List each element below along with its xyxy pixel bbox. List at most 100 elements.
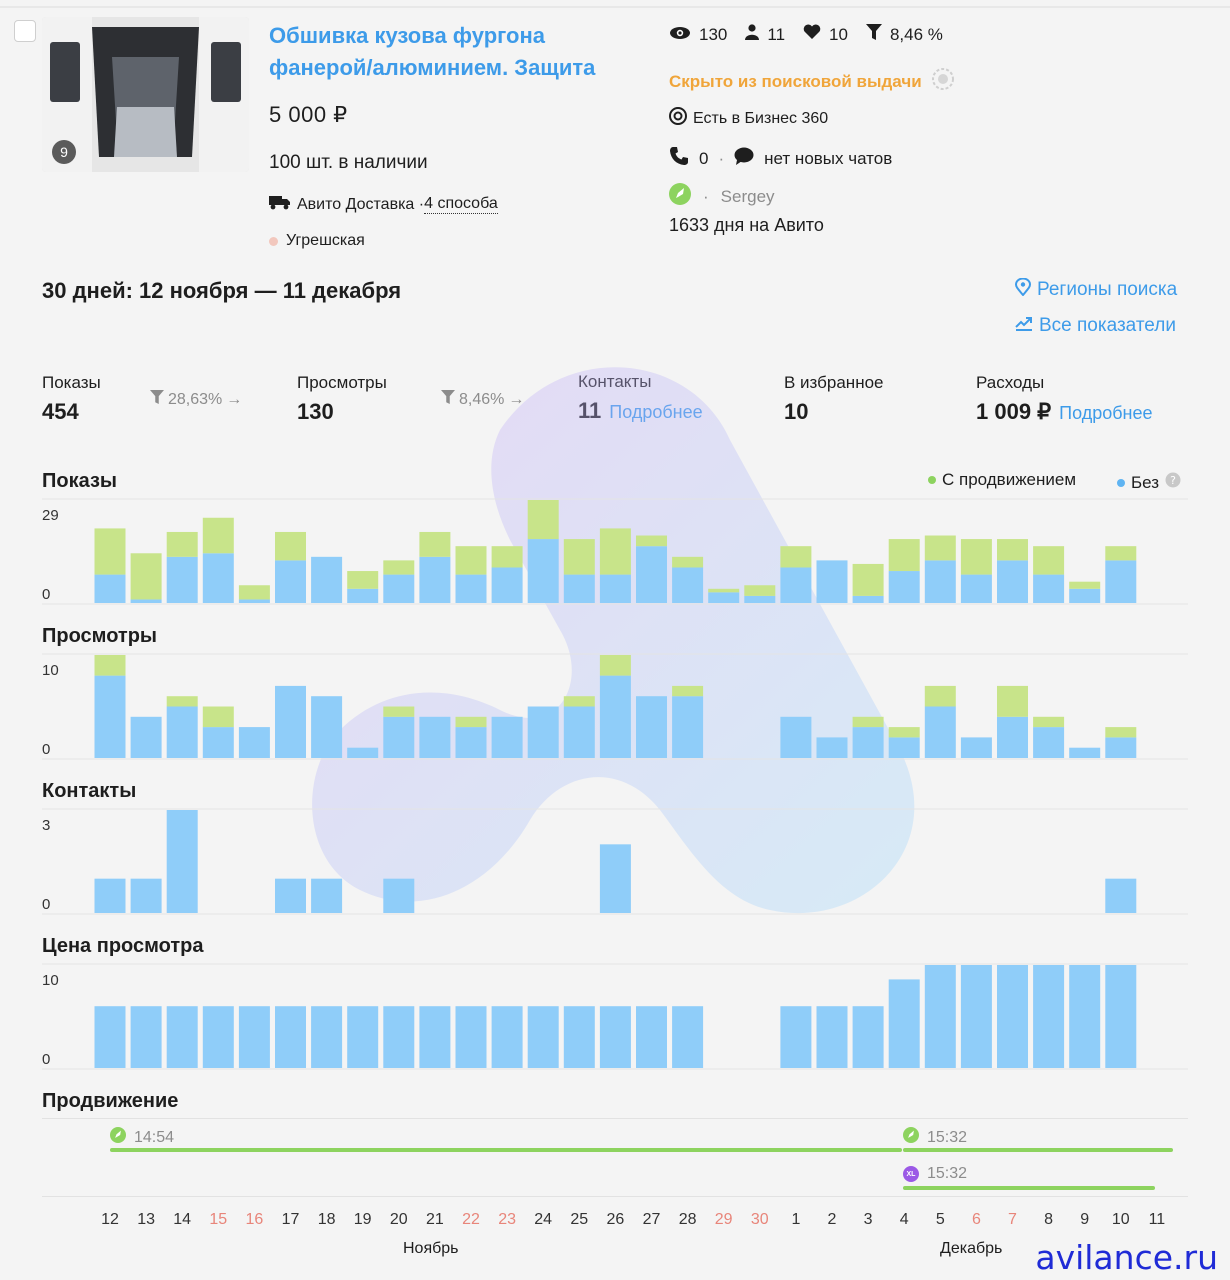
x-axis: 12 13 14 15 16 17 18 19 20 21 22 23 24 25 26 27 28 29 30 1 2… xyxy=(0,1211,1230,1231)
x-tick-label: 2 xyxy=(827,1211,837,1228)
bar-promoted xyxy=(888,539,920,572)
phone-icon xyxy=(669,146,689,171)
metro-station: Угрешская xyxy=(269,232,365,250)
chart-title-impressions: Показы xyxy=(42,470,117,492)
promotion-track-1-label: 14:54 xyxy=(110,1127,174,1148)
bar-base xyxy=(419,1006,451,1068)
promotion-track-2[interactable] xyxy=(903,1148,1173,1152)
bar-base xyxy=(202,553,234,603)
bar-promoted xyxy=(94,528,126,575)
bar-base xyxy=(311,878,343,913)
bar-promoted xyxy=(960,539,992,575)
delivery-methods-link[interactable]: 4 способа xyxy=(424,195,498,214)
xl-badge-icon: XL xyxy=(903,1166,919,1182)
chart-title-views: Просмотры xyxy=(42,625,158,647)
bar-promoted xyxy=(599,528,631,575)
separator-dot: · xyxy=(718,148,725,168)
bar-base xyxy=(202,727,234,758)
bar-base xyxy=(238,1006,270,1068)
bar-base xyxy=(166,706,198,758)
bar-promoted xyxy=(1105,727,1137,738)
bar-base xyxy=(816,560,848,603)
x-tick-label: 29 xyxy=(714,1211,733,1228)
svg-text:?: ? xyxy=(1170,474,1176,487)
bar-base xyxy=(997,716,1028,758)
delivery-label: Авито Доставка · xyxy=(297,195,425,213)
bar-base xyxy=(491,567,523,603)
bar-promoted xyxy=(1033,716,1065,728)
seller-info: · Sergey xyxy=(669,183,775,210)
y-tick-max: 10 xyxy=(42,662,59,679)
bar-base xyxy=(347,1006,379,1068)
business-360: Есть в Бизнес 360 xyxy=(669,107,828,130)
promotion-track-1[interactable] xyxy=(110,1148,902,1152)
bar-base xyxy=(888,571,920,603)
bar-base xyxy=(672,567,704,603)
separator-dot: · xyxy=(703,186,709,206)
bar-base xyxy=(275,685,306,758)
promotion-track-3-label: XL 15:32 xyxy=(903,1165,967,1183)
bar-base xyxy=(94,574,126,603)
help-icon[interactable]: ? xyxy=(1165,472,1181,493)
bar-base xyxy=(130,1006,162,1068)
bar-base xyxy=(636,546,667,603)
bar-promoted xyxy=(780,546,812,568)
regions-link[interactable]: Регионы поиска xyxy=(1014,277,1177,302)
bar-base xyxy=(94,675,126,758)
bar-promoted xyxy=(563,696,595,707)
metric-impressions: Показы 454 xyxy=(42,373,101,424)
bar-base xyxy=(94,878,126,913)
promotion-bottom-line xyxy=(42,1196,1188,1197)
arrow-right-icon: → xyxy=(226,390,243,408)
bar-base xyxy=(852,595,884,603)
bar-base xyxy=(1105,878,1137,913)
bar-promoted xyxy=(599,655,631,676)
bar-base xyxy=(130,716,162,758)
listing-title[interactable]: Обшивка кузова фургона фанерой/алюминием… xyxy=(269,23,596,80)
bar-promoted xyxy=(130,553,162,600)
gear-status-icon[interactable] xyxy=(931,68,954,95)
bar-base xyxy=(238,599,270,603)
bar-promoted xyxy=(563,539,595,575)
x-tick-label: 13 xyxy=(137,1211,155,1228)
bar-base xyxy=(1069,588,1101,603)
seller-name[interactable]: Sergey xyxy=(720,186,775,206)
bar-promoted xyxy=(1033,546,1065,575)
x-tick-label: 3 xyxy=(863,1211,873,1228)
bar-base xyxy=(563,706,595,758)
bar-promoted xyxy=(347,571,379,589)
bar-base xyxy=(599,574,631,603)
bar-base xyxy=(997,560,1028,603)
x-tick-label: 6 xyxy=(971,1211,981,1228)
x-tick-label: 18 xyxy=(317,1211,336,1228)
bar-promoted xyxy=(708,588,740,593)
bar-promoted xyxy=(997,685,1028,717)
select-checkbox[interactable] xyxy=(14,20,36,42)
truck-icon xyxy=(269,194,291,215)
bar-base xyxy=(599,844,631,913)
listing-stats: 130 11 10 8,46 % xyxy=(669,24,943,45)
all-metrics-link[interactable]: Все показатели xyxy=(1015,315,1176,337)
bar-base xyxy=(166,810,198,913)
eye-icon xyxy=(669,25,691,45)
bar-base xyxy=(527,1006,559,1068)
month-label-december: Декабрь xyxy=(940,1240,1003,1257)
legend-dot-green xyxy=(928,476,936,484)
bar-base xyxy=(275,1006,306,1068)
bar-base xyxy=(599,1006,631,1068)
location-pin-icon xyxy=(1014,277,1032,302)
listing-price: 5 000 ₽ xyxy=(269,102,348,127)
bar-base xyxy=(311,556,343,603)
promotion-track-3[interactable] xyxy=(903,1186,1155,1190)
bar-promoted xyxy=(383,706,415,717)
bar-base xyxy=(1033,965,1065,1068)
bar-promoted xyxy=(202,517,234,554)
chart-title-contacts: Контакты xyxy=(42,780,137,802)
y-tick-max: 3 xyxy=(42,817,50,834)
bar-base xyxy=(1069,747,1101,758)
legend-without: Без ? xyxy=(1117,472,1181,493)
x-tick-label: 11 xyxy=(1148,1211,1166,1228)
x-tick-label: 19 xyxy=(353,1211,372,1228)
expenses-details-link[interactable]: Подробнее xyxy=(1059,403,1153,423)
